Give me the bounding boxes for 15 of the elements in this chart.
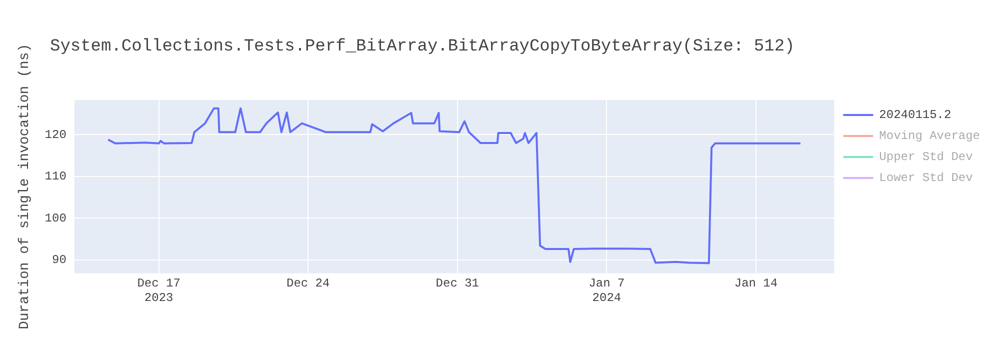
legend-label: 20240115.2 bbox=[879, 108, 952, 122]
y-axis-title: Duration of single invocation (ns) bbox=[17, 44, 34, 330]
x-tick-label: Jan 7 2024 bbox=[588, 276, 625, 305]
x-tick-label: Dec 31 bbox=[436, 276, 480, 291]
legend-label: Lower Std Dev bbox=[879, 171, 973, 186]
y-tick-label: 100 bbox=[44, 211, 66, 226]
y-tick-label: 110 bbox=[44, 170, 66, 184]
x-tick-label: Jan 14 bbox=[734, 276, 778, 291]
y-tick-label: 90 bbox=[52, 253, 66, 268]
chart-title: System.Collections.Tests.Perf_BitArray.BitArrayCopyToByteArray(Size: 512) bbox=[50, 38, 795, 56]
legend-label: Upper Std Dev bbox=[879, 150, 973, 164]
x-tick-label: Dec 17 2023 bbox=[137, 276, 180, 305]
y-tick-label: 120 bbox=[44, 128, 66, 142]
x-tick-label: Dec 24 bbox=[286, 276, 330, 291]
legend-label: Moving Average bbox=[879, 129, 980, 144]
